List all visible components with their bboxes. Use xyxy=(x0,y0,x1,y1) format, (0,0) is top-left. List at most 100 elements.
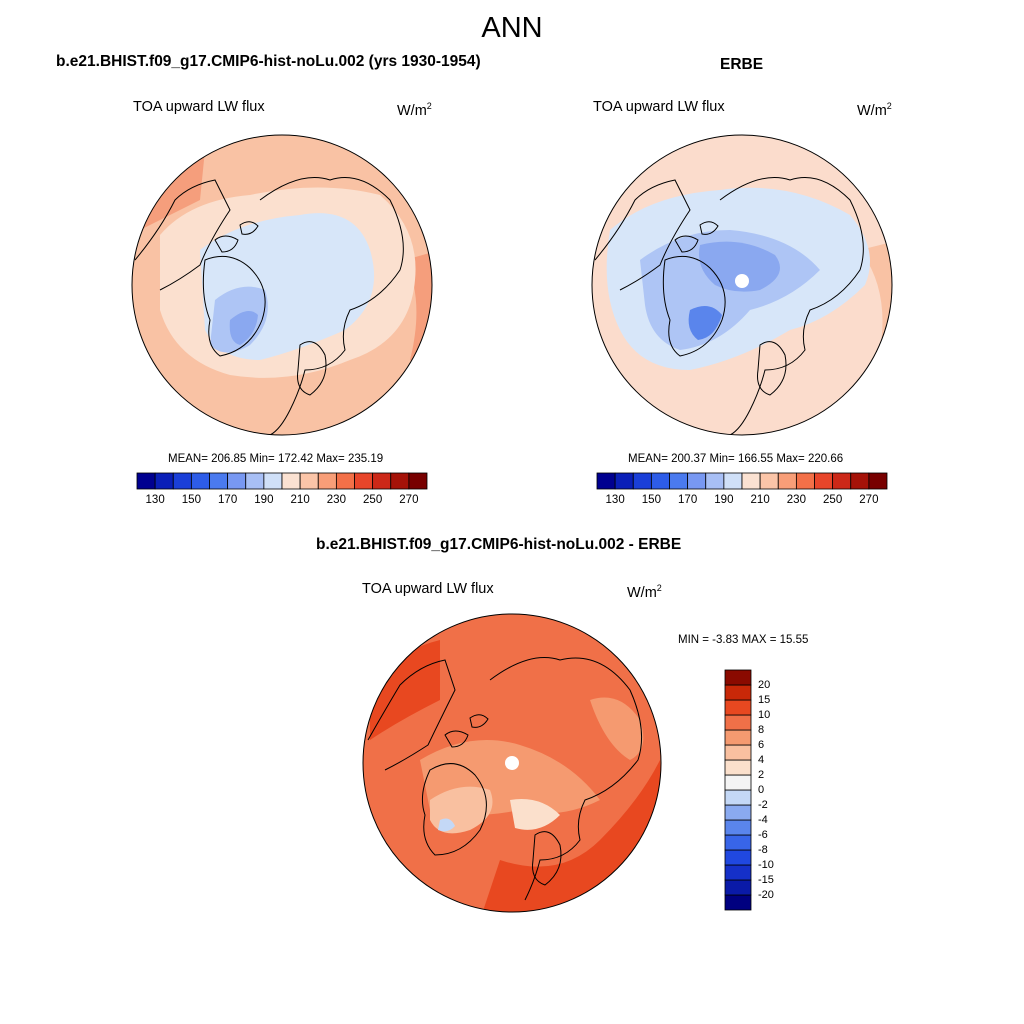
obs-map-frame xyxy=(591,134,893,436)
panel-diff-colorbar-tick-label: -8 xyxy=(758,844,768,856)
panel-obs-colorbar-swatch xyxy=(596,472,616,490)
panel-obs-colorbar-swatch xyxy=(741,472,761,490)
obs-coast-arctic-islands xyxy=(674,221,719,253)
panel-model-colorbar-tick-label: 230 xyxy=(326,494,346,506)
panel-diff-colorbar-tick-label: 0 xyxy=(758,784,765,796)
panel-obs-colorbar-tick-label: 190 xyxy=(714,494,734,506)
panel-obs-colorbar-tick-label: 170 xyxy=(678,494,698,506)
model-coast-eurasia xyxy=(259,177,404,435)
obs-pole-gap xyxy=(735,274,749,288)
panel-diff-colorbar-tick-label: 6 xyxy=(758,739,765,751)
panel-obs-stats: MEAN= 200.37 Min= 166.55 Max= 220.66 xyxy=(628,453,844,465)
model-field-base xyxy=(132,135,432,435)
panel-model-colorbar-tick-label: 170 xyxy=(218,494,238,506)
model-field-warm-topleft xyxy=(140,150,205,230)
panel-model-colorbar-swatch xyxy=(172,472,192,490)
panel-model-colorbar-swatch xyxy=(408,472,428,490)
panel-obs-colorbar-swatch xyxy=(669,472,689,490)
panel-model-colorbar-tick-label: 270 xyxy=(399,494,419,506)
model-field-warm-right xyxy=(405,250,432,380)
panel-diff-colorbar-tick-label: -4 xyxy=(758,814,768,826)
panel-obs-colorbar-swatch xyxy=(687,472,707,490)
panel-diff-colorbar-tick-label: -10 xyxy=(758,859,774,871)
panel-model-colorbar xyxy=(136,472,428,490)
panel-obs-colorbar-tick-label: 250 xyxy=(823,494,843,506)
figure-title: ANN xyxy=(481,12,543,44)
panel-model-colorbar-tick-label: 130 xyxy=(145,494,165,506)
panel-model-title: b.e21.BHIST.f09_g17.CMIP6-hist-noLu.002 … xyxy=(56,53,481,70)
model-field-210 xyxy=(160,187,416,378)
panel-diff-colorbar-tick-label: -2 xyxy=(758,799,768,811)
diff-field-strong-topleft xyxy=(370,640,440,740)
panel-diff-title: b.e21.BHIST.f09_g17.CMIP6-hist-noLu.002 … xyxy=(316,536,682,553)
panel-diff-colorbar-swatch xyxy=(724,789,752,806)
panel-model-colorbar-tick-label: 150 xyxy=(181,494,201,506)
panel-diff-colorbar-swatch xyxy=(724,714,752,731)
panel-obs-colorbar-swatch xyxy=(632,472,652,490)
panel-diff-units: W/m2 xyxy=(627,583,662,601)
model-field-200 xyxy=(200,213,375,360)
panel-obs-colorbar-swatch xyxy=(650,472,670,490)
diff-field-low-2 xyxy=(510,799,560,830)
panel-diff-colorbar-swatch xyxy=(724,774,752,791)
panel-diff-variable: TOA upward LW flux xyxy=(362,581,494,597)
obs-field-warm-right xyxy=(800,240,892,435)
panel-diff-colorbar xyxy=(724,669,752,911)
panel-model-colorbar-tick-label: 190 xyxy=(254,494,274,506)
model-coast-scandinavia xyxy=(297,341,327,396)
obs-field-170 xyxy=(688,306,722,340)
diff-coast-eurasia xyxy=(489,657,643,901)
diff-coast-greenland xyxy=(421,763,487,856)
panel-obs-colorbar-swatch xyxy=(868,472,888,490)
panel-obs-colorbar-swatch xyxy=(814,472,834,490)
panel-model-units: W/m2 xyxy=(397,101,432,119)
panel-model-colorbar-swatch xyxy=(299,472,319,490)
model-map-frame xyxy=(131,134,433,436)
panel-diff-colorbar-tick-label: 15 xyxy=(758,694,771,706)
panel-diff-colorbar-swatch xyxy=(724,669,752,686)
panel-model-colorbar-swatch xyxy=(190,472,210,490)
obs-field-base xyxy=(592,135,892,435)
panel-diff-stats: MIN = -3.83 MAX = 15.55 xyxy=(678,634,809,646)
obs-coast-greenland xyxy=(662,255,726,357)
panel-diff-colorbar-tick-label: -15 xyxy=(758,874,774,886)
panel-diff-colorbar-tick-label: 10 xyxy=(758,709,771,721)
panel-obs-colorbar-swatch xyxy=(777,472,797,490)
panel-obs-colorbar-tick-label: 210 xyxy=(750,494,770,506)
panel-obs-colorbar xyxy=(596,472,888,490)
panel-obs-colorbar-tick-label: 230 xyxy=(786,494,806,506)
model-coast-canada xyxy=(134,179,231,291)
panel-model-colorbar-ticks: 130 150 170 190 210 230 250 270 xyxy=(137,494,427,508)
panel-diff-colorbar-swatch xyxy=(724,744,752,761)
panel-obs-variable: TOA upward LW flux xyxy=(593,99,725,115)
panel-obs-colorbar-swatch xyxy=(795,472,815,490)
panel-diff-colorbar-tick-label: 4 xyxy=(758,754,765,766)
panel-model-colorbar-swatch xyxy=(136,472,156,490)
panel-model-colorbar-swatch xyxy=(335,472,355,490)
panel-obs-title: ERBE xyxy=(720,56,764,73)
panel-model-colorbar-swatch xyxy=(372,472,392,490)
diff-field-strong-bottom xyxy=(480,760,661,912)
diff-field-low-1 xyxy=(430,786,493,834)
panel-model-stats: MEAN= 206.85 Min= 172.42 Max= 235.19 xyxy=(168,453,384,465)
panel-diff-colorbar-swatch xyxy=(724,894,752,911)
diff-coast-arctic-islands xyxy=(444,714,489,748)
panel-obs-colorbar-swatch xyxy=(723,472,743,490)
panel-diff-colorbar-swatch xyxy=(724,834,752,851)
panel-diff-colorbar-swatch xyxy=(724,759,752,776)
obs-field-180 xyxy=(699,241,780,292)
obs-field-190 xyxy=(640,230,820,350)
diff-map-frame xyxy=(362,613,662,913)
model-field-190 xyxy=(210,286,268,353)
panel-diff-colorbar-ticks: 20 15 10 8 6 4 2 0 -2 -4 -6 -8 -10 -15 -20 xyxy=(758,670,798,910)
panel-obs-colorbar-swatch xyxy=(705,472,725,490)
model-coast-arctic-islands xyxy=(214,221,259,253)
panel-obs-colorbar-tick-label: 150 xyxy=(641,494,661,506)
diff-pole-gap xyxy=(505,756,519,770)
panel-diff-colorbar-swatch xyxy=(724,819,752,836)
panel-model-variable: TOA upward LW flux xyxy=(133,99,265,115)
panel-obs-colorbar-swatch xyxy=(832,472,852,490)
panel-diff-colorbar-tick-label: 2 xyxy=(758,769,765,781)
model-coast-greenland xyxy=(202,255,266,357)
diff-field-base xyxy=(363,614,661,912)
